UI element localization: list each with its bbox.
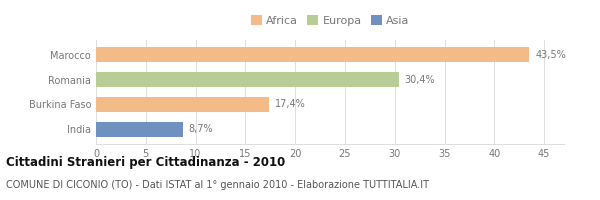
Text: 30,4%: 30,4% [404, 75, 436, 85]
Bar [96, 47, 529, 62]
Legend: Africa, Europa, Asia: Africa, Europa, Asia [251, 15, 409, 26]
Text: Cittadini Stranieri per Cittadinanza - 2010: Cittadini Stranieri per Cittadinanza - 2… [6, 156, 285, 169]
Bar [96, 72, 399, 87]
Text: 8,7%: 8,7% [188, 124, 213, 134]
Bar [96, 97, 269, 112]
Bar [96, 122, 182, 137]
Text: 43,5%: 43,5% [535, 50, 566, 60]
Text: 17,4%: 17,4% [275, 99, 306, 109]
Text: COMUNE DI CICONIO (TO) - Dati ISTAT al 1° gennaio 2010 - Elaborazione TUTTITALIA: COMUNE DI CICONIO (TO) - Dati ISTAT al 1… [6, 180, 429, 190]
